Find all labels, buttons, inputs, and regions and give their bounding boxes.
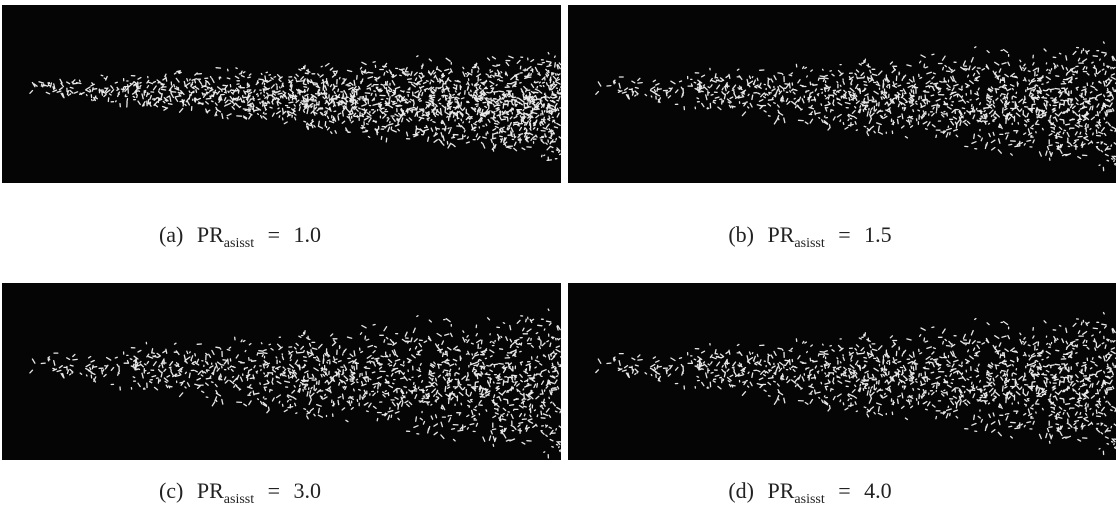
particles xyxy=(29,51,561,162)
caption-subscript: asisst xyxy=(794,492,825,507)
caption-symbol: PR xyxy=(767,478,795,503)
panel xyxy=(568,5,1116,183)
caption-symbol: PR xyxy=(196,222,224,247)
particles xyxy=(595,41,1116,172)
particle-image xyxy=(568,283,1116,460)
caption-subscript: asisst xyxy=(223,236,255,251)
panel xyxy=(2,283,561,460)
caption-label: (a) xyxy=(158,222,184,247)
caption-relation: = xyxy=(838,478,851,503)
caption-symbol: PR xyxy=(767,222,795,247)
caption: (c) PRasisst = 3.0 xyxy=(158,478,322,507)
caption-value: 4.0 xyxy=(864,478,892,503)
panel xyxy=(2,5,561,183)
panel xyxy=(568,283,1116,460)
caption-label: (d) xyxy=(728,478,754,503)
caption: (b) PRasisst = 1.5 xyxy=(728,222,892,251)
caption-value: 1.5 xyxy=(864,222,892,247)
particles xyxy=(29,308,561,459)
caption-relation: = xyxy=(267,222,281,247)
particle-image xyxy=(568,5,1116,183)
caption: (a) PRasisst = 1.0 xyxy=(158,222,322,251)
particle-image xyxy=(2,5,561,183)
image-background xyxy=(2,283,561,460)
caption-relation: = xyxy=(838,222,851,247)
caption-subscript: asisst xyxy=(794,236,825,251)
image-background xyxy=(568,283,1116,460)
caption-label: (b) xyxy=(728,222,754,247)
caption-value: 1.0 xyxy=(293,222,322,247)
caption-relation: = xyxy=(267,478,281,503)
particle-image xyxy=(2,283,561,460)
image-background xyxy=(568,5,1116,183)
caption: (d) PRasisst = 4.0 xyxy=(728,478,892,507)
caption-label: (c) xyxy=(158,478,184,503)
caption-subscript: asisst xyxy=(223,492,255,507)
caption-symbol: PR xyxy=(196,478,224,503)
caption-value: 3.0 xyxy=(293,478,322,503)
particles xyxy=(595,311,1116,456)
